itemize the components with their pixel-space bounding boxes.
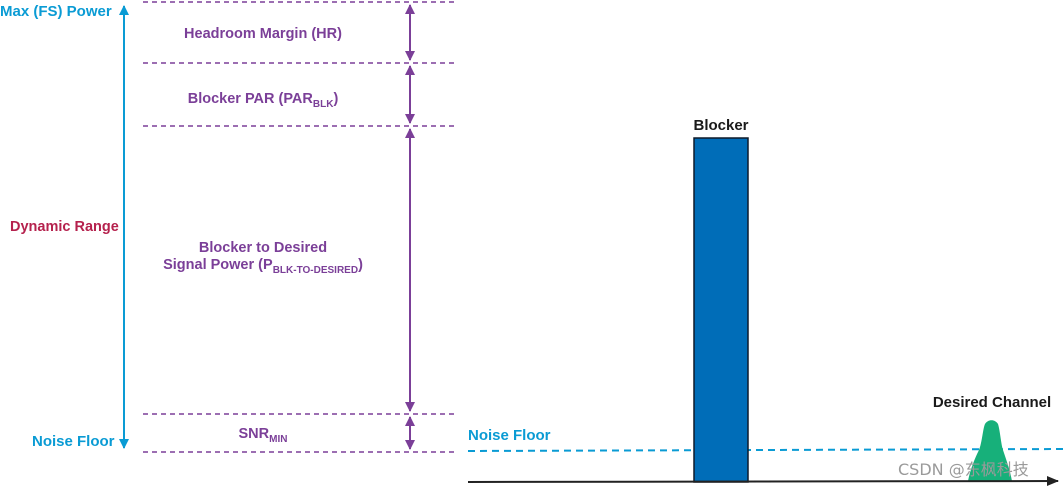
blocker-bar — [693, 137, 749, 483]
watermark-text: CSDN @东枫科技 — [898, 460, 1029, 479]
blocker-to-desired-label-line1: Blocker to Desired — [199, 240, 327, 256]
desired-channel-peak — [968, 420, 1012, 481]
level-lines — [143, 1, 456, 453]
noise-floor-left-label: Noise Floor — [32, 433, 115, 450]
frequency-axis — [467, 476, 1059, 486]
noise-floor-line — [467, 448, 1063, 452]
blocker-label: Blocker — [693, 117, 748, 134]
desired-channel-label: Desired Channel — [933, 394, 1051, 411]
snr-min-label: SNRMIN — [239, 426, 288, 445]
blocker-par-label: Blocker PAR (PARBLK) — [188, 91, 339, 110]
dynamic-range-label: Dynamic Range — [10, 219, 119, 235]
noise-floor-right-label: Noise Floor — [468, 427, 551, 444]
headroom-label: Headroom Margin (HR) — [184, 26, 342, 42]
max-power-label: Max (FS) Power — [0, 3, 112, 20]
blocker-to-desired-label-line2: Signal Power (PBLK-TO-DESIRED) — [163, 257, 363, 276]
